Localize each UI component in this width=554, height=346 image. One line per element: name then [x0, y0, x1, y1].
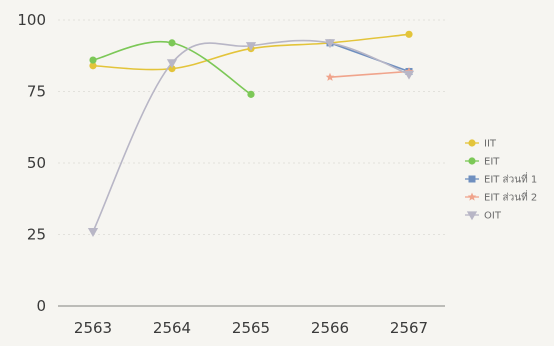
series-line: [329, 70, 410, 78]
series-line: [92, 39, 410, 233]
legend-item: EIT ส่วนที่ 1: [465, 172, 537, 186]
legend-label: OIT: [484, 211, 502, 222]
data-point: [405, 30, 413, 38]
legend-marker: [466, 211, 478, 221]
legend-label: IIT: [484, 139, 497, 150]
data-point: [247, 90, 255, 98]
data-point: [325, 72, 335, 81]
x-tick-label: 2565: [232, 319, 270, 337]
data-point: [403, 70, 415, 80]
legend-item: IIT: [465, 139, 497, 150]
x-tick-label: 2566: [311, 319, 349, 337]
data-point: [89, 62, 97, 70]
x-tick-label: 2567: [390, 319, 428, 337]
data-point: [87, 227, 99, 237]
data-point: [166, 59, 178, 69]
x-axis-tick-labels: 2563 2564 2565 2566 2567: [74, 319, 428, 337]
legend-marker: [468, 139, 476, 147]
data-point: [89, 56, 97, 64]
y-tick-label: 50: [27, 154, 46, 172]
y-tick-label: 100: [17, 11, 46, 29]
series-group: [89, 30, 413, 73]
series-group: [87, 39, 415, 237]
data-point: [245, 42, 257, 52]
legend-marker: [468, 157, 476, 165]
series-group: [89, 39, 255, 98]
chart-series: [87, 30, 415, 237]
data-point: [324, 39, 336, 49]
x-tick-label: 2564: [153, 319, 191, 337]
legend-label: EIT: [484, 157, 500, 168]
y-tick-label: 75: [27, 83, 46, 101]
legend-label: EIT ส่วนที่ 2: [484, 190, 537, 204]
legend-item: OIT: [465, 211, 502, 222]
legend-marker: [468, 175, 476, 183]
chart-legend: IIT EIT EIT ส่วนที่ 1 EIT ส่วนที่ 2 OIT: [465, 139, 537, 222]
x-tick-label: 2563: [74, 319, 112, 337]
y-tick-label: 0: [36, 297, 46, 315]
y-axis-tick-labels: 0 25 50 75 100: [17, 11, 46, 315]
data-point: [168, 39, 176, 47]
legend-item: EIT ส่วนที่ 2: [465, 190, 537, 204]
data-point: [168, 65, 176, 73]
legend-item: EIT: [465, 157, 500, 168]
legend-label: EIT ส่วนที่ 1: [484, 172, 537, 186]
series-line: [329, 42, 410, 73]
y-tick-label: 25: [27, 226, 46, 244]
legend-marker: [467, 192, 477, 201]
